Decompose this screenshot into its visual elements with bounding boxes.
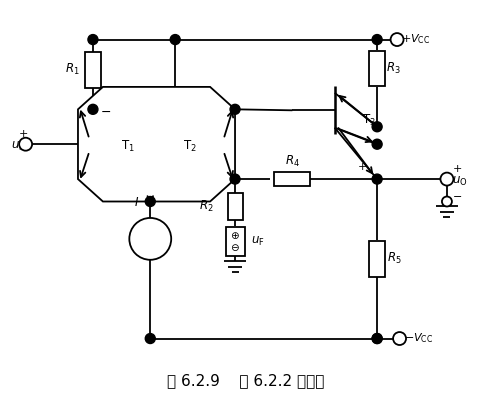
Polygon shape [78, 87, 235, 202]
Text: 图 6.2.9    例 6.2.2 电路图: 图 6.2.9 例 6.2.2 电路图 [167, 373, 324, 388]
Bar [274, 172, 310, 186]
Circle shape [440, 173, 453, 185]
Circle shape [390, 33, 404, 46]
Text: $u_{\rm O}$: $u_{\rm O}$ [452, 175, 467, 188]
Circle shape [170, 35, 180, 44]
Circle shape [372, 334, 382, 343]
Circle shape [372, 334, 382, 343]
Circle shape [129, 218, 171, 260]
Bar [369, 50, 385, 86]
Text: $R_3$: $R_3$ [386, 61, 401, 76]
Text: $I$: $I$ [134, 196, 139, 210]
Circle shape [393, 332, 406, 345]
Text: $R_1$: $R_1$ [65, 62, 80, 77]
Circle shape [372, 35, 382, 44]
Text: $R_2$: $R_2$ [199, 199, 214, 214]
Circle shape [230, 174, 240, 184]
Circle shape [88, 35, 98, 44]
Text: $u_{\rm I}$: $u_{\rm I}$ [11, 140, 22, 153]
Text: $\mathrm{T}_2$: $\mathrm{T}_2$ [183, 139, 197, 154]
Text: $\mathrm{T}_1$: $\mathrm{T}_1$ [121, 139, 135, 154]
Text: $+$: $+$ [357, 161, 367, 172]
Bar [225, 227, 245, 256]
Text: $+$: $+$ [18, 128, 28, 139]
Circle shape [88, 104, 98, 114]
Circle shape [372, 139, 382, 149]
Text: $\mathrm{T}_3$: $\mathrm{T}_3$ [362, 113, 376, 128]
Text: $R_5$: $R_5$ [387, 251, 402, 266]
Text: $R_4$: $R_4$ [285, 154, 300, 169]
Circle shape [442, 196, 452, 206]
Circle shape [372, 174, 382, 184]
Circle shape [145, 196, 155, 206]
Bar [369, 241, 385, 277]
Text: $\oplus$: $\oplus$ [230, 230, 240, 241]
Bar [85, 52, 101, 88]
Text: $+V_{\rm CC}$: $+V_{\rm CC}$ [401, 33, 431, 46]
Text: $-$: $-$ [452, 190, 462, 200]
Text: $+$: $+$ [452, 163, 462, 174]
Circle shape [145, 334, 155, 343]
Text: $u_{\rm F}$: $u_{\rm F}$ [251, 235, 265, 248]
Text: $-V_{\rm CC}$: $-V_{\rm CC}$ [404, 332, 433, 345]
Circle shape [230, 104, 240, 114]
Text: $\ominus$: $\ominus$ [230, 242, 240, 253]
Text: $-$: $-$ [100, 105, 111, 118]
Bar [227, 193, 243, 220]
Circle shape [372, 122, 382, 132]
Circle shape [19, 138, 32, 151]
